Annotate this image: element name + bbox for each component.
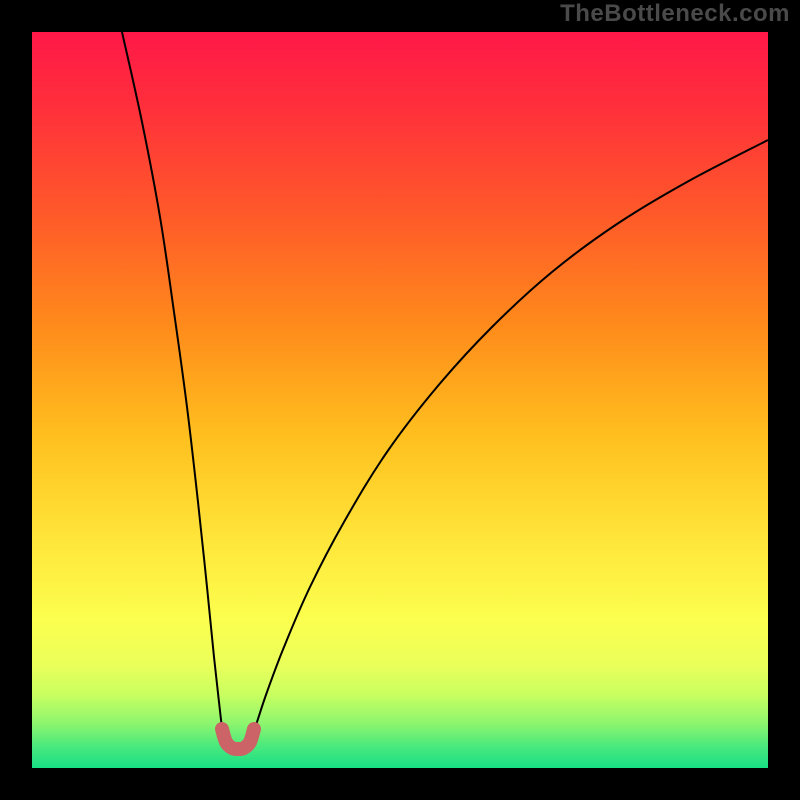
curve-layer [0,0,800,800]
chart-frame: TheBottleneck.com [0,0,800,800]
curve-right-branch [251,140,768,740]
curve-left-branch [122,32,225,740]
curve-group [122,32,768,749]
watermark-text: TheBottleneck.com [560,0,790,28]
min-marker [222,729,254,749]
